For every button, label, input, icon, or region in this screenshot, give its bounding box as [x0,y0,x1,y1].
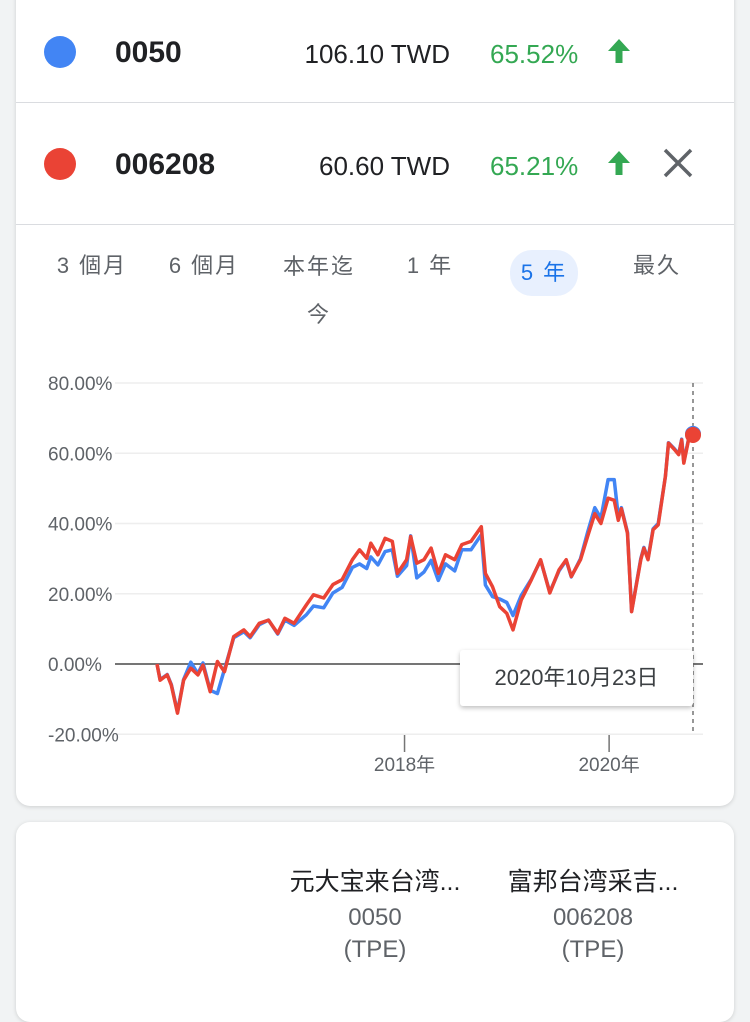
x-tick-label: 2020年 [578,754,639,776]
y-tick-label: 80.00% [48,374,113,395]
fund-name: 富邦台湾采吉... [507,868,679,896]
column-006208[interactable]: 富邦台湾采吉... 006208 (TPE) [483,862,703,964]
fund-name: 元大宝来台湾... [289,868,461,896]
range-tab-ytd[interactable]: 本年迄今 [282,254,355,327]
comparison-chart-card: 0050 106.10 TWD 65.52% 006208 60.60 TWD … [16,0,734,806]
comparison-row-006208[interactable]: 006208 60.60 TWD 65.21% [16,103,734,225]
performance-chart[interactable]: 80.00% 60.00% 40.00% 20.00% 0.00% -20.00% 2018… [0,0,750,800]
fund-exchange: (TPE) [561,936,625,963]
ticker-symbol: 0050 [115,36,182,69]
range-tab-6m[interactable]: 6 個月 [168,253,240,278]
y-tick-label: 0.00% [48,655,102,676]
fund-ticker: 006208 [552,904,634,931]
x-tick-label: 2018年 [374,754,435,776]
series-color-dot [44,148,76,180]
range-tab-3m[interactable]: 3 個月 [56,253,128,278]
ticker-symbol: 006208 [115,148,216,181]
y-tick-label: 20.00% [48,585,113,606]
fund-ticker: 0050 [348,904,402,931]
arrow-up-icon [608,151,630,175]
series-line-006208 [155,433,695,715]
hover-point-006208 [685,426,701,443]
column-0050[interactable]: 元大宝来台湾... 0050 (TPE) [265,862,485,964]
range-tab-1y[interactable]: 1 年 [406,253,454,278]
y-tick-label: 60.00% [48,444,113,465]
comparison-table-card: 元大宝来台湾... 0050 (TPE) 富邦台湾采吉... 006208 (T… [16,822,734,1022]
close-icon[interactable] [660,145,696,181]
range-tab-5y[interactable]: 5 年 [510,250,578,296]
arrow-up-icon [608,39,630,63]
percent-change: 65.52% [490,39,579,69]
range-tab-max[interactable]: 最久 [632,253,681,278]
series-color-dot [44,36,76,68]
percent-change: 65.21% [490,151,579,181]
fund-exchange: (TPE) [343,936,407,963]
y-tick-label: 40.00% [48,515,113,536]
price: 106.10 TWD [304,39,450,69]
y-tick-label: -20.00% [48,725,119,746]
date-tooltip: 2020年10月23日 [460,650,693,706]
comparison-row-0050[interactable]: 0050 106.10 TWD 65.52% [16,0,734,103]
price: 60.60 TWD [318,151,450,181]
